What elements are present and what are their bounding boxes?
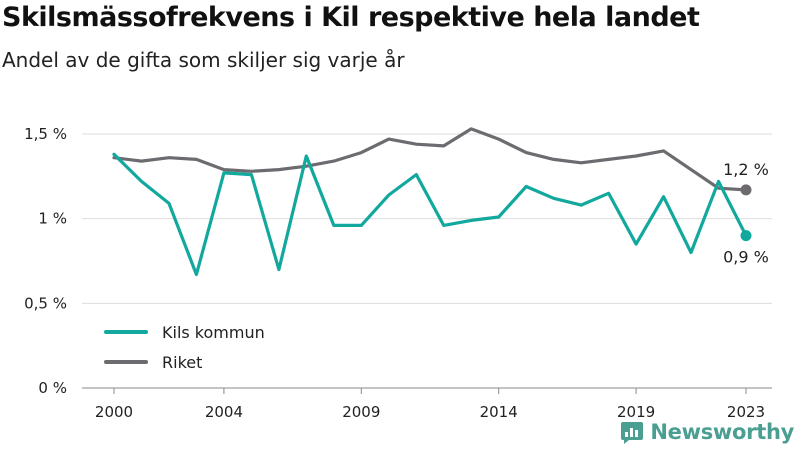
legend-swatch-riket — [104, 360, 148, 364]
series-lines — [112, 127, 752, 277]
x-tick-label: 2019 — [617, 403, 655, 421]
y-tick-label: 1,5 % — [24, 125, 67, 143]
grid-lines — [82, 133, 772, 394]
x-tick-label: 2000 — [95, 403, 133, 421]
series-line-riket — [112, 127, 748, 192]
legend-item-riket: Riket — [104, 347, 265, 377]
legend-label-kil: Kils kommun — [162, 322, 265, 342]
y-tick-label: 0 % — [38, 379, 67, 397]
end-point-kil — [740, 230, 752, 242]
chart-subtitle: Andel av de gifta som skiljer sig varje … — [2, 48, 405, 72]
end-label-kil: 0,9 % — [723, 248, 769, 267]
chart-title: Skilsmässofrekvens i Kil respektive hela… — [2, 2, 700, 33]
x-tick-label: 2023 — [727, 403, 765, 421]
brand-name: Newsworthy — [650, 420, 794, 444]
end-point-riket — [740, 184, 752, 196]
x-tick-label: 2004 — [205, 403, 243, 421]
legend: Kils kommun Riket — [104, 317, 265, 377]
legend-swatch-kil — [104, 330, 148, 334]
y-tick-label: 0,5 % — [24, 294, 67, 312]
brand-logo: Newsworthy — [620, 420, 794, 444]
series-line-kil — [112, 152, 748, 277]
end-label-riket: 1,2 % — [723, 160, 769, 179]
x-tick-label: 2009 — [342, 403, 380, 421]
x-tick-label: 2014 — [480, 403, 518, 421]
chart-labels: 0 % 0,5 % 1 % 1,5 % 2000 2004 2009 2014 2019 2023… — [24, 125, 769, 421]
legend-item-kil: Kils kommun — [104, 317, 265, 347]
newsworthy-logo-icon — [621, 422, 644, 444]
legend-label-riket: Riket — [162, 352, 203, 372]
y-tick-label: 1 % — [38, 210, 67, 228]
